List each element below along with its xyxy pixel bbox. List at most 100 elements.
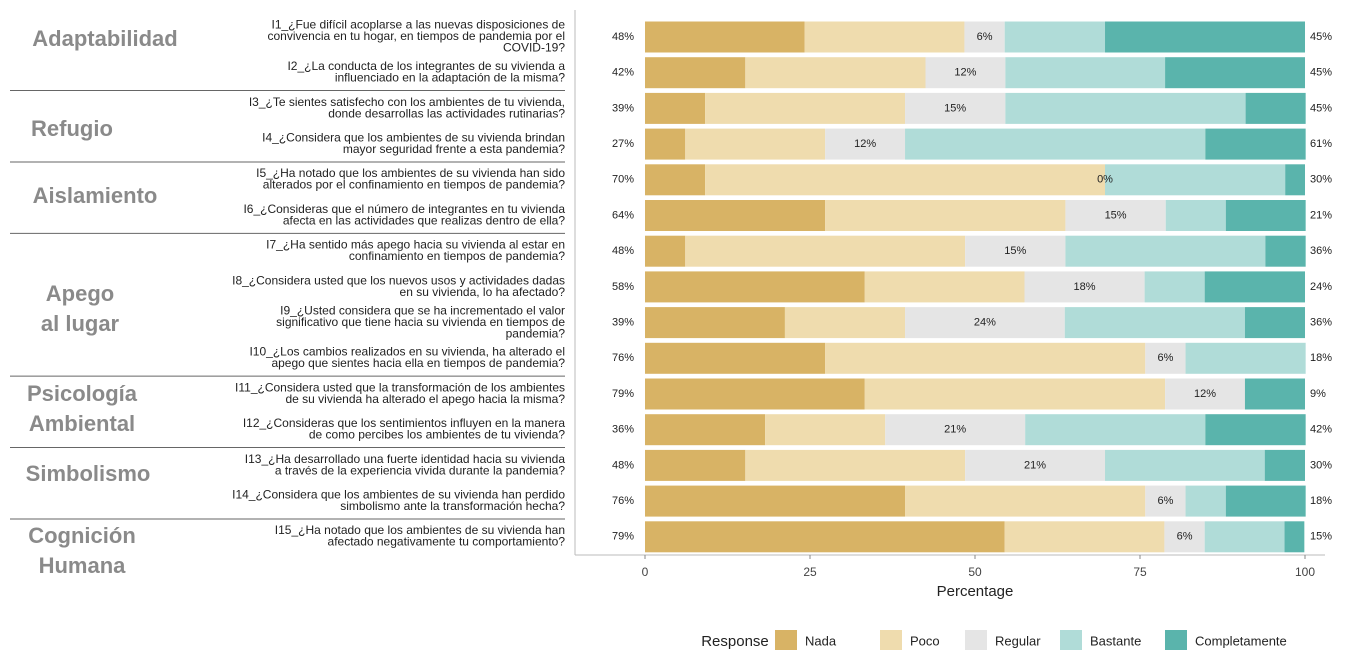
bar-segment — [1005, 92, 1246, 124]
question: I7_¿Ha sentido más apego hacia su vivien… — [266, 238, 565, 252]
high-label: 42% — [1310, 424, 1332, 436]
neutral-label: 24% — [974, 317, 996, 329]
x-tick-label: 75 — [1133, 565, 1147, 579]
high-label: 36% — [1310, 245, 1332, 257]
question: I13_¿Ha desarrollado una fuerte identida… — [245, 452, 566, 466]
bar-segment — [1145, 485, 1186, 517]
bar-segment — [825, 342, 1146, 374]
bar-segment — [864, 271, 1025, 303]
bar-segment — [1105, 164, 1286, 196]
question: I2_¿La conducta de los integrantes de su… — [287, 59, 565, 73]
bar-segment — [645, 57, 746, 89]
question: I4_¿Considera que los ambientes de su vi… — [262, 131, 565, 145]
question: I1_¿Fue difícil acoplarse a las nuevas d… — [272, 18, 566, 32]
neutral-label: 18% — [1074, 281, 1096, 293]
legend-label: Nada — [805, 633, 837, 648]
x-tick-label: 0 — [642, 565, 649, 579]
x-tick-label: 25 — [803, 565, 817, 579]
legend-swatch — [1165, 630, 1187, 652]
bar-segment — [1204, 521, 1285, 553]
high-label: 21% — [1310, 209, 1332, 221]
bar-segment — [905, 307, 1065, 339]
group-label: Aislamiento — [33, 183, 158, 208]
bar-segment — [905, 485, 1146, 517]
legend-swatch — [880, 630, 902, 652]
bar-segment — [864, 378, 1166, 410]
bar-segment — [645, 200, 826, 231]
question: confinamiento en tiempos de pandemia? — [349, 249, 565, 263]
bar-segment — [745, 449, 966, 481]
bar-segment — [905, 92, 1006, 124]
bar-segment — [965, 449, 1106, 481]
question: afecta en las actividades que realizas d… — [283, 213, 566, 227]
bar-segment — [645, 128, 686, 160]
question: I10_¿Los cambios realizados en su vivien… — [249, 345, 565, 359]
bar-segment — [1105, 21, 1305, 53]
bar-segment — [1204, 271, 1305, 303]
low-label: 39% — [612, 317, 634, 329]
high-label: 45% — [1310, 102, 1332, 114]
high-label: 18% — [1310, 495, 1332, 507]
group-label: Simbolismo — [26, 461, 151, 486]
bar-segment — [1284, 521, 1305, 553]
bar-segment — [1244, 378, 1305, 410]
bar-segment — [1245, 92, 1306, 124]
bar-segment — [965, 235, 1066, 267]
question: alterados por el confinamiento en tiempo… — [263, 178, 566, 192]
bar-segment — [925, 57, 1006, 89]
low-label: 79% — [612, 531, 634, 543]
bar-segment — [964, 21, 1005, 53]
legend-label: Bastante — [1090, 633, 1141, 648]
legend-label: Poco — [910, 633, 940, 648]
neutral-label: 15% — [944, 102, 966, 114]
question: COVID-19? — [503, 41, 565, 55]
neutral-label: 0% — [1097, 174, 1113, 186]
group-label: Cognición — [28, 523, 136, 548]
neutral-label: 6% — [1177, 531, 1193, 543]
high-label: 36% — [1310, 317, 1332, 329]
group-label: Psicología — [27, 381, 138, 406]
bar-segment — [745, 57, 926, 89]
neutral-label: 12% — [1194, 388, 1216, 400]
bar-segment — [1145, 342, 1186, 374]
neutral-label: 15% — [1004, 245, 1026, 257]
bar-segment — [1285, 164, 1305, 196]
bar-segment — [1264, 449, 1305, 481]
bar-segment — [1065, 200, 1166, 231]
neutral-label: 12% — [854, 138, 876, 150]
legend-label: Regular — [995, 633, 1041, 648]
legend-swatch — [1060, 630, 1082, 652]
low-label: 58% — [612, 281, 634, 293]
question: influenciado en la adaptación de la mism… — [335, 71, 565, 85]
bar-segment — [645, 378, 865, 410]
bar-segment — [784, 307, 906, 339]
bar-segment — [1244, 307, 1305, 339]
group-label: al lugar — [41, 311, 120, 336]
high-label: 9% — [1310, 388, 1326, 400]
bar-segment — [1024, 271, 1145, 303]
bar-segment — [1185, 342, 1306, 374]
low-label: 27% — [612, 138, 634, 150]
question: I6_¿Consideras que el número de integran… — [243, 202, 565, 216]
high-label: 30% — [1310, 174, 1332, 186]
bar-segment — [705, 92, 906, 124]
bar-segment — [1065, 235, 1266, 267]
bar-segment — [1265, 235, 1306, 267]
high-label: 15% — [1310, 531, 1332, 543]
low-label: 36% — [612, 424, 634, 436]
bar-segment — [645, 21, 805, 53]
bar-segment — [1004, 521, 1165, 553]
bar-segment — [1205, 128, 1306, 160]
bar-segment — [1225, 200, 1306, 231]
low-label: 48% — [612, 459, 634, 471]
question: simbolismo ante la transformación hecha? — [340, 499, 565, 513]
bar-segment — [1185, 485, 1226, 517]
bar-segment — [1105, 449, 1265, 481]
bar-segment — [645, 92, 706, 124]
question: apego que sientes hacia ella en tiempos … — [271, 356, 565, 370]
bar-segment — [645, 271, 865, 303]
question: pandemia? — [506, 326, 566, 340]
bar-segment — [1165, 200, 1226, 231]
low-label: 48% — [612, 245, 634, 257]
